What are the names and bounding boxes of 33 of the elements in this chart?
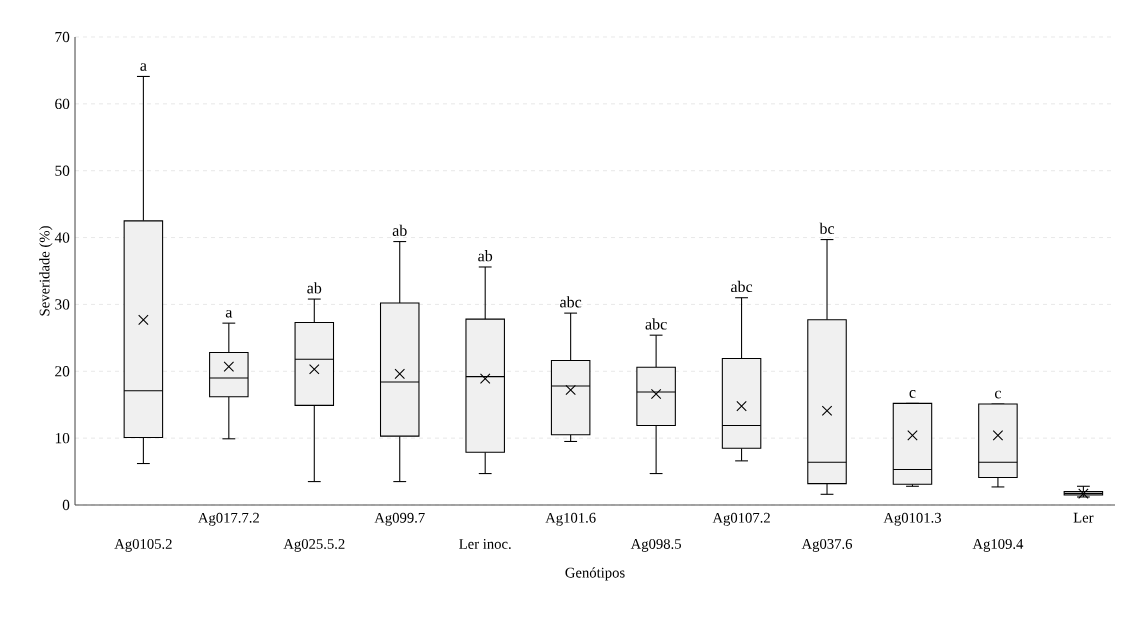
- annotation: bc: [819, 222, 835, 234]
- x-tick-label: Ag0105.2: [114, 539, 172, 552]
- x-tick-label: Ag0101.3: [883, 512, 942, 526]
- y-tick-label: 40: [54, 232, 70, 243]
- annotation: c: [909, 390, 916, 398]
- y-tick-label: 10: [55, 432, 70, 444]
- x-tick-label: Ler inoc.: [459, 539, 511, 549]
- y-tick-label: 30: [55, 299, 70, 310]
- x-tick-label: Ler: [1073, 512, 1094, 523]
- y-tick-label: 0: [62, 499, 70, 511]
- annotation: abc: [645, 318, 667, 330]
- x-tick-label: Ag099.7: [374, 512, 425, 526]
- annotation: a: [225, 309, 233, 318]
- y-tick-label: 20: [55, 366, 70, 377]
- y-tick-label: 60: [55, 98, 70, 110]
- x-tick-label: Ag0107.2: [712, 512, 770, 526]
- annotation: ab: [307, 282, 322, 294]
- x-tick-label: Ag037.6: [801, 539, 853, 552]
- y-axis-title: Severidade (%): [39, 226, 53, 316]
- annotation: abc: [560, 296, 582, 308]
- x-tick-label: Ag101.6: [545, 512, 596, 526]
- x-tick-label: Ag017.7.2: [198, 512, 259, 526]
- y-tick-label: 70: [55, 31, 70, 43]
- x-tick-label: Ag109.4: [972, 539, 1024, 552]
- x-tick-label: Ag098.5: [630, 539, 681, 552]
- annotation: c: [994, 390, 1001, 399]
- x-axis-title: Genótipos: [565, 567, 625, 581]
- x-tick-label: Ag025.5.2: [283, 539, 345, 552]
- annotation: abc: [731, 280, 753, 293]
- annotation: ab: [478, 250, 493, 262]
- annotation: a: [140, 63, 147, 71]
- annotation: ab: [392, 224, 407, 236]
- y-tick-label: 50: [55, 165, 70, 176]
